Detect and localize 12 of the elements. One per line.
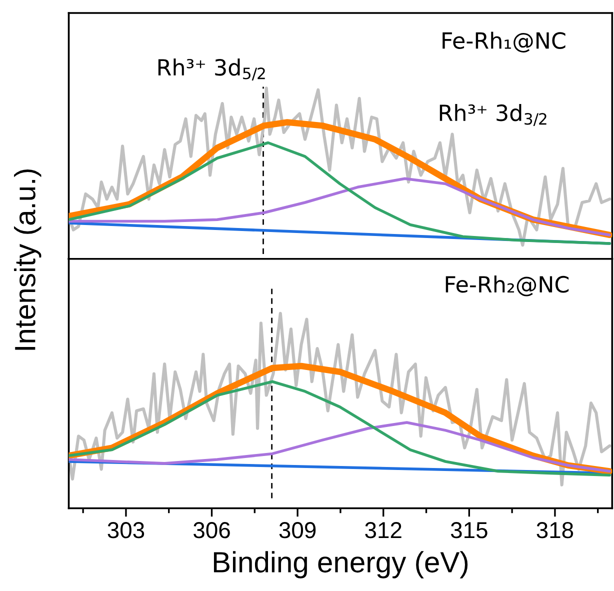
x-tick-label: 309 [279,522,316,538]
y-axis-title: Intensity (a.u.) [14,169,42,350]
text: Fe-Rh₂@NC [446,276,569,296]
x-tick-label: 315 [450,522,488,538]
x-tick-label: 312 [365,522,402,538]
annotation: Rh³⁺ 3d$_{3/2}$ [440,104,546,126]
x-tick-label: 303 [108,522,144,538]
text: Fe-Rh₁@NC [442,32,566,52]
x-tick-label: 306 [194,522,230,538]
x-axis-title: Binding energy (eV) [214,551,468,578]
text: Rh³⁺ 3d$_{5/2}$ [158,58,265,81]
x-tick-label: 318 [536,522,574,538]
